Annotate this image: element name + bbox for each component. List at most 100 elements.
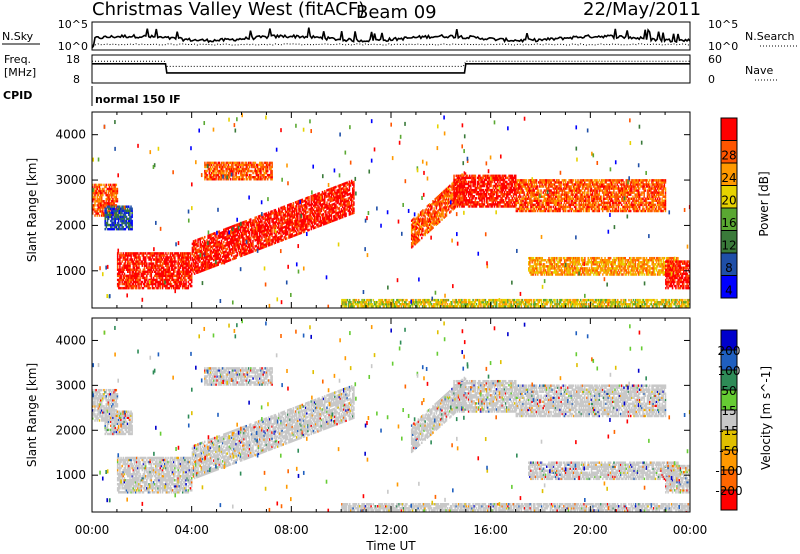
power-cell bbox=[264, 225, 267, 228]
power-cell bbox=[419, 211, 422, 214]
power-cell bbox=[445, 191, 448, 195]
power-cell bbox=[283, 236, 286, 239]
power-cell bbox=[505, 205, 508, 208]
power-cell bbox=[330, 205, 333, 209]
power-cell bbox=[113, 193, 115, 197]
power-cell bbox=[214, 244, 216, 247]
power-cell bbox=[166, 264, 168, 267]
power-cell bbox=[345, 214, 347, 217]
power-cell bbox=[94, 183, 96, 187]
power-cell bbox=[331, 193, 334, 196]
power-cell bbox=[258, 247, 261, 251]
power-cell bbox=[470, 180, 472, 184]
power-cell bbox=[426, 211, 429, 214]
power-cell bbox=[172, 278, 175, 282]
power-cell bbox=[317, 225, 319, 228]
power-cell bbox=[301, 200, 304, 204]
power-cell bbox=[464, 196, 467, 200]
power-cell bbox=[445, 208, 448, 211]
power-cell bbox=[130, 219, 132, 223]
power-cell bbox=[417, 229, 420, 233]
power-cell bbox=[498, 205, 500, 208]
power-cell bbox=[416, 226, 419, 230]
power-cell bbox=[255, 169, 258, 173]
power-cell bbox=[242, 227, 244, 230]
power-cell bbox=[283, 229, 286, 233]
power-cell bbox=[297, 218, 299, 222]
power-cell bbox=[327, 188, 329, 192]
power-cell bbox=[146, 282, 148, 286]
power-cell bbox=[220, 233, 223, 237]
power-cell bbox=[200, 267, 203, 271]
power-cell bbox=[235, 171, 238, 175]
power-cell bbox=[462, 184, 464, 188]
power-cell bbox=[200, 263, 203, 267]
power-cell bbox=[446, 186, 449, 190]
power-cell bbox=[328, 202, 330, 206]
power-cell bbox=[346, 207, 348, 211]
power-cell bbox=[347, 197, 350, 200]
power-cell bbox=[159, 268, 162, 271]
power-cell bbox=[111, 215, 113, 219]
power-cell bbox=[285, 231, 288, 234]
power-cell bbox=[150, 276, 153, 280]
power-cell bbox=[353, 182, 355, 186]
power-cell bbox=[158, 260, 160, 263]
power-cell bbox=[326, 207, 328, 210]
power-cell bbox=[205, 163, 207, 167]
power-cell bbox=[510, 174, 512, 178]
power-cell bbox=[325, 195, 327, 199]
power-cell bbox=[446, 190, 449, 194]
power-cell bbox=[111, 187, 113, 191]
power-cell bbox=[266, 213, 269, 217]
power-cell bbox=[465, 180, 468, 184]
power-cell bbox=[510, 180, 512, 184]
power-cell bbox=[132, 280, 135, 284]
power-cell bbox=[166, 276, 168, 280]
power-cell bbox=[96, 204, 99, 207]
power-cell bbox=[124, 254, 127, 257]
power-cell bbox=[115, 183, 118, 187]
nsky-tick-bottom: 10^0 bbox=[58, 40, 88, 53]
power-cell bbox=[208, 260, 211, 264]
power-cell bbox=[424, 217, 426, 220]
power-cell bbox=[192, 264, 195, 268]
power-cell bbox=[113, 204, 115, 207]
power-cell bbox=[338, 206, 341, 210]
power-cell bbox=[198, 268, 200, 272]
power-cell bbox=[282, 230, 285, 233]
power-cell bbox=[348, 207, 351, 210]
power-cell bbox=[312, 208, 315, 212]
power-cell bbox=[112, 211, 114, 215]
power-cell bbox=[482, 180, 484, 184]
power-cell bbox=[184, 278, 186, 282]
power-cell bbox=[288, 213, 290, 217]
power-cell bbox=[515, 207, 518, 211]
power-cell bbox=[320, 199, 323, 202]
power-cell bbox=[322, 206, 325, 210]
power-cell bbox=[311, 213, 314, 216]
power-cell bbox=[132, 286, 135, 290]
power-cell bbox=[494, 190, 497, 194]
power-cell bbox=[224, 165, 226, 169]
power-cell bbox=[322, 212, 325, 216]
power-cell bbox=[220, 163, 223, 167]
power-cell bbox=[340, 189, 343, 193]
power-cell bbox=[410, 244, 413, 247]
power-cell bbox=[353, 203, 355, 206]
power-cell bbox=[166, 284, 168, 288]
power-cell bbox=[116, 205, 119, 208]
power-cell bbox=[96, 197, 99, 201]
power-cell bbox=[236, 223, 239, 226]
power-cell bbox=[260, 165, 262, 169]
power-cell bbox=[96, 214, 99, 217]
power-cell bbox=[237, 247, 240, 250]
power-cell bbox=[352, 209, 354, 213]
power-cell bbox=[273, 221, 276, 225]
power-cell bbox=[328, 192, 330, 195]
power-cell bbox=[321, 199, 324, 202]
power-cell bbox=[257, 227, 260, 231]
power-cell bbox=[184, 272, 186, 276]
power-cell bbox=[319, 210, 322, 213]
power-cell bbox=[455, 203, 458, 206]
